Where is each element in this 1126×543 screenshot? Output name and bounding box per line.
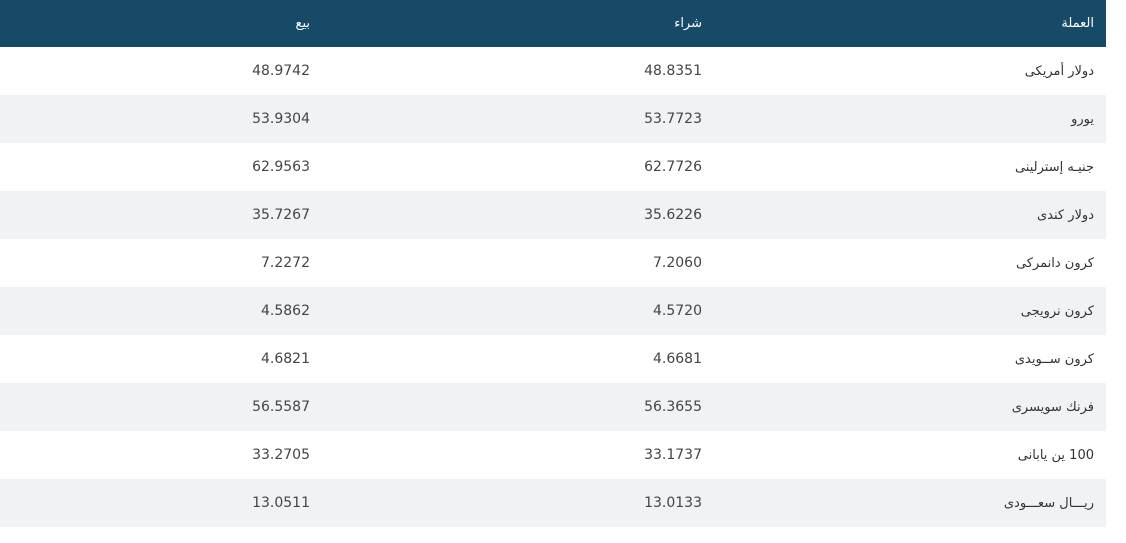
- table-row: ريـــال سعـــودى 13.0133 13.0511: [0, 479, 1106, 527]
- buy-rate: 4.6681: [653, 351, 702, 367]
- table-header: العملة شراء بيع: [0, 0, 1106, 47]
- table-body: دولار أمريكى 48.8351 48.9742 يورو 53.772…: [0, 47, 1106, 527]
- buy-rate: 35.6226: [644, 207, 702, 223]
- header-row: العملة شراء بيع: [0, 0, 1106, 47]
- sell-rate: 13.0511: [252, 495, 310, 511]
- buy-rate: 13.0133: [644, 495, 702, 511]
- sell-rate: 4.5862: [261, 303, 310, 319]
- buy-rate: 4.5720: [653, 303, 702, 319]
- table-row: 100 ين يابانى 33.1737 33.2705: [0, 431, 1106, 479]
- sell-rate: 35.7267: [252, 207, 310, 223]
- currency-name: كرون دانمركى: [1015, 255, 1094, 271]
- sell-rate: 53.9304: [252, 111, 310, 127]
- currency-name: ريـــال سعـــودى: [1003, 495, 1094, 511]
- table-row: يورو 53.7723 53.9304: [0, 95, 1106, 143]
- header-buy: شراء: [674, 16, 702, 31]
- table-row: فرنك سويسرى 56.3655 56.5587: [0, 383, 1106, 431]
- table-row: كرون نرويجى 4.5720 4.5862: [0, 287, 1106, 335]
- currency-name: 100 ين يابانى: [1017, 447, 1094, 463]
- buy-rate: 7.2060: [653, 255, 702, 271]
- sell-rate: 62.9563: [252, 159, 310, 175]
- table-row: دولار أمريكى 48.8351 48.9742: [0, 47, 1106, 95]
- buy-rate: 48.8351: [644, 63, 702, 79]
- table-row: دولار كندى 35.6226 35.7267: [0, 191, 1106, 239]
- currency-name: دولار كندى: [1036, 207, 1094, 223]
- table-row: جنيـه إسترلينى 62.7726 62.9563: [0, 143, 1106, 191]
- sell-rate: 48.9742: [252, 63, 310, 79]
- sell-rate: 4.6821: [261, 351, 310, 367]
- buy-rate: 56.3655: [644, 399, 702, 415]
- table-row: كرون دانمركى 7.2060 7.2272: [0, 239, 1106, 287]
- header-sell: بيع: [295, 16, 310, 31]
- buy-rate: 62.7726: [644, 159, 702, 175]
- currency-name: دولار أمريكى: [1024, 63, 1094, 79]
- buy-rate: 33.1737: [644, 447, 702, 463]
- sell-rate: 33.2705: [252, 447, 310, 463]
- sell-rate: 7.2272: [261, 255, 310, 271]
- buy-rate: 53.7723: [644, 111, 702, 127]
- currency-name: يورو: [1071, 111, 1094, 127]
- header-currency: العملة: [1061, 16, 1094, 31]
- exchange-rates-table: العملة شراء بيع دولار أمريكى 48.8351 48.…: [0, 0, 1106, 527]
- currency-name: فرنك سويسرى: [1011, 399, 1094, 415]
- sell-rate: 56.5587: [252, 399, 310, 415]
- currency-name: كرون نرويجى: [1020, 303, 1094, 319]
- table-row: كرون ســويدى 4.6681 4.6821: [0, 335, 1106, 383]
- currency-name: جنيـه إسترلينى: [1014, 159, 1094, 175]
- currency-name: كرون ســويدى: [1014, 351, 1094, 367]
